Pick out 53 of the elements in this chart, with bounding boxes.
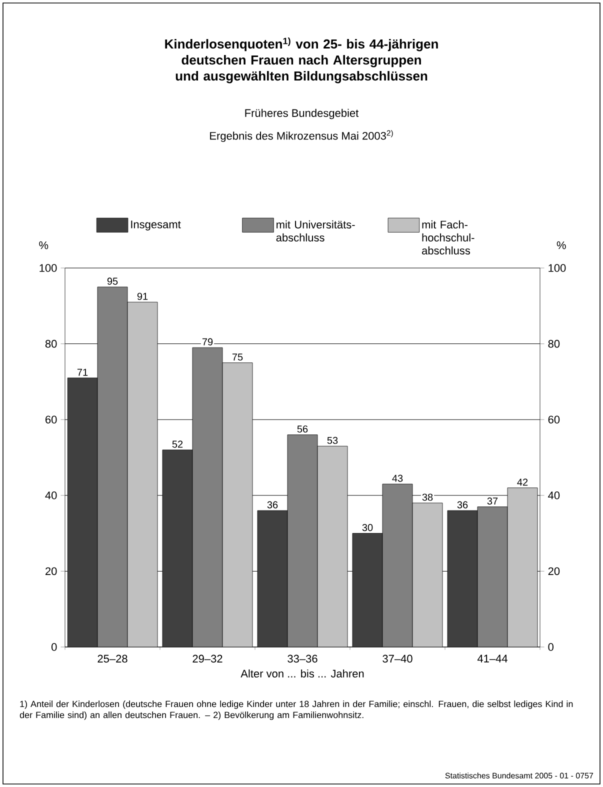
y2-tick-label: 80 xyxy=(548,340,560,348)
y-tick-label: 60 xyxy=(46,416,57,424)
y-axis-title: % xyxy=(39,241,48,250)
legend-label: Insgesamt xyxy=(131,220,181,230)
x-tick-label: 33–36 xyxy=(288,654,318,663)
y2-tick-label: 100 xyxy=(548,264,566,272)
x-tick-label: 25–28 xyxy=(98,654,128,663)
chart-title: Kinderlosenquoten$^{1)}$ von 25- bis 44-jährigen deutschen Frauen nach Altersgruppen und ausgewählten Bildungsabschlüssen xyxy=(165,38,438,84)
y2-tick-label: 20 xyxy=(548,567,560,576)
x-tick-label: 37–40 xyxy=(382,654,412,663)
data-label: 43 xyxy=(392,474,403,482)
bar xyxy=(317,446,348,647)
bar xyxy=(97,286,128,647)
legend-label: mit Universitäts-abschluss xyxy=(276,220,355,242)
x-tick-label: 41–44 xyxy=(477,654,508,662)
bar xyxy=(287,434,318,647)
bar xyxy=(412,502,443,647)
data-label: 38 xyxy=(422,494,433,501)
y-tick-label: 0 xyxy=(52,643,57,651)
text: Ergebnis des Mikrozensus Mai 2003$^{2)}$ xyxy=(210,130,393,142)
data-label: 42 xyxy=(517,478,528,486)
y-tick-label: 100 xyxy=(40,264,57,272)
y2-axis-title: % xyxy=(556,241,566,250)
data-label: 79 xyxy=(202,338,213,346)
data-label: 36 xyxy=(457,501,468,508)
y2-tick-label: 40 xyxy=(548,492,560,500)
text: 1) Anteil der Kinderlosen (deutsche Frauen ohne ledige Kinder unter 18 Jahren in der Familie; einschl. Frauen, die selbst lediges Kind in der Familie sind) an allen deutschen Frauen. – 2) Bevölkerung am Familienwohnsitz. xyxy=(20,700,573,720)
x-axis-title: Alter von ... bis ... Jahren xyxy=(240,669,364,678)
data-label: 30 xyxy=(362,524,373,532)
data-label: 56 xyxy=(297,425,308,433)
bar xyxy=(192,347,223,647)
data-label: 91 xyxy=(137,292,148,300)
data-label: 53 xyxy=(327,436,338,444)
text: Statistisches Bundesamt 2005 - 01 - 0757 xyxy=(445,772,594,778)
bar xyxy=(127,302,158,647)
data-label: 36 xyxy=(267,501,278,508)
bar xyxy=(477,506,508,647)
data-label: 37 xyxy=(487,497,498,505)
data-label: 95 xyxy=(107,278,118,285)
data-label: 75 xyxy=(232,354,243,361)
x-tick-label: 29–32 xyxy=(192,654,222,663)
data-label: 71 xyxy=(77,368,88,376)
bar xyxy=(382,484,413,647)
y-tick-label: 40 xyxy=(45,492,57,500)
y2-tick-label: 0 xyxy=(548,643,554,651)
bar xyxy=(507,488,538,647)
bar xyxy=(222,362,253,647)
legend-label: mit Fach-hochschul-abschluss xyxy=(422,220,474,255)
data-label: 52 xyxy=(172,440,183,448)
y2-tick-label: 60 xyxy=(548,416,560,424)
y-tick-label: 80 xyxy=(45,340,57,348)
y-tick-label: 20 xyxy=(46,567,57,576)
chart-subtitle: Früheres Bundesgebiet xyxy=(245,108,359,120)
